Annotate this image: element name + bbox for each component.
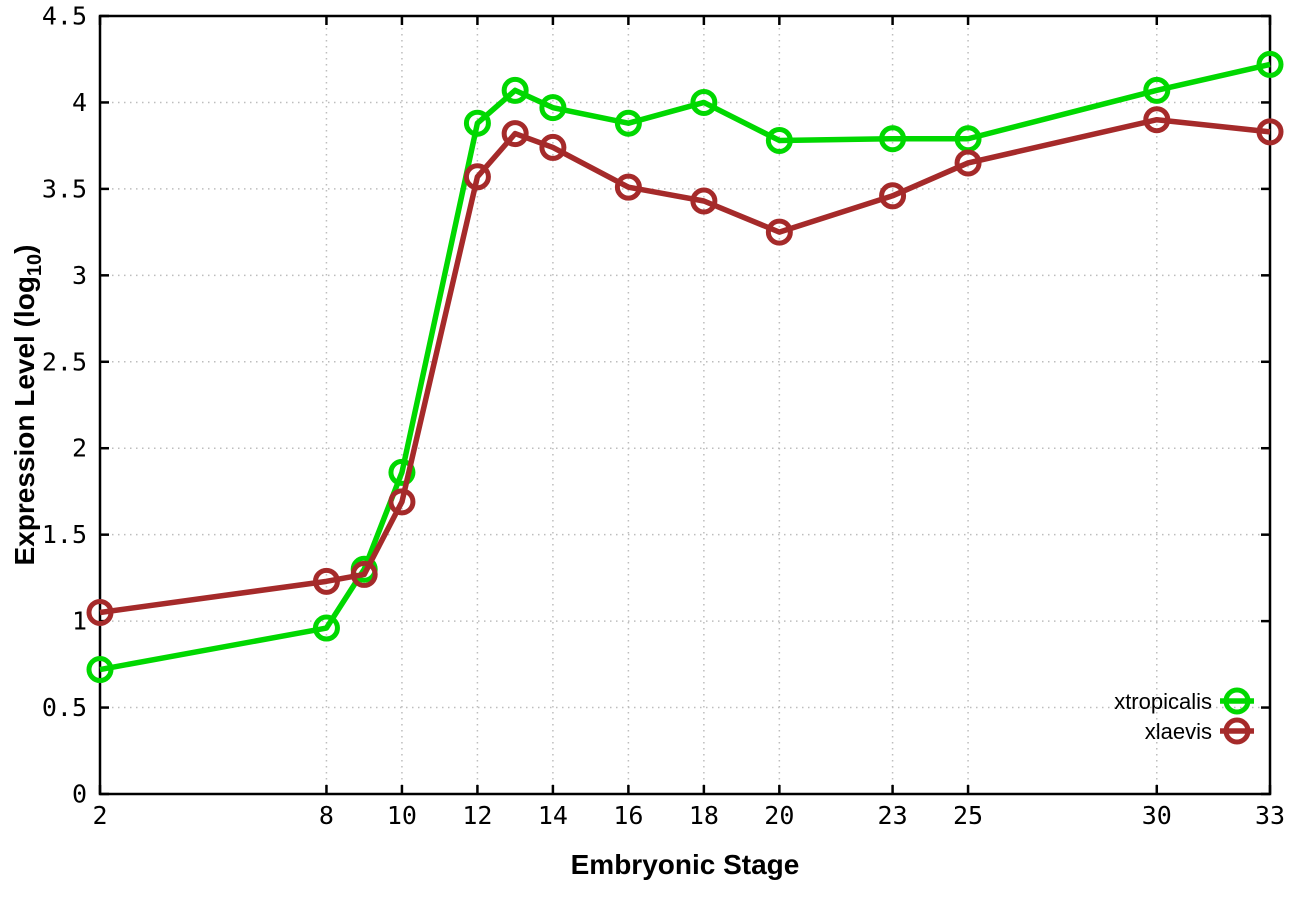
x-axis-title: Embryonic Stage	[571, 849, 800, 880]
x-tick-label: 12	[462, 801, 492, 830]
x-tick-label: 23	[878, 801, 908, 830]
data-point-xtropicalis	[1143, 76, 1171, 104]
y-tick-label: 1	[72, 607, 87, 636]
series-line-xlaevis	[99, 116, 1271, 616]
data-point-xlaevis	[614, 173, 642, 201]
x-tick-label: 18	[689, 801, 719, 830]
x-tick-label: 33	[1255, 801, 1285, 830]
data-point-xlaevis	[350, 560, 378, 588]
y-axis-title-close: )	[9, 245, 40, 254]
data-point-xlaevis	[954, 149, 982, 177]
x-tick-label: 20	[764, 801, 794, 830]
data-point-xlaevis	[1256, 118, 1284, 146]
data-point-xtropicalis	[501, 76, 529, 104]
data-point-xlaevis	[86, 598, 114, 626]
series-line-xtropicalis	[99, 61, 1271, 673]
data-point-xtropicalis	[463, 109, 491, 137]
y-tick-label: 4.5	[42, 2, 87, 31]
x-tick-label: 10	[387, 801, 417, 830]
data-point-xlaevis	[690, 187, 718, 215]
y-tick-label: 0.5	[42, 693, 87, 722]
legend-sample-marker-xlaevis	[1223, 717, 1251, 745]
data-point-xtropicalis	[312, 614, 340, 642]
data-point-xlaevis	[501, 120, 529, 148]
data-point-xlaevis	[539, 133, 567, 161]
y-tick-label: 3	[72, 261, 87, 290]
data-point-xtropicalis	[388, 458, 416, 486]
x-tick-label: 8	[319, 801, 334, 830]
y-tick-label: 2.5	[42, 347, 87, 376]
y-tick-label: 1.5	[42, 520, 87, 549]
data-point-xlaevis	[312, 567, 340, 595]
data-point-xlaevis	[463, 163, 491, 191]
x-tick-label: 14	[538, 801, 568, 830]
x-tick-label: 30	[1142, 801, 1172, 830]
data-point-xtropicalis	[539, 94, 567, 122]
y-axis-title-subscript: 10	[24, 254, 46, 276]
data-point-xtropicalis	[614, 109, 642, 137]
data-point-xtropicalis	[1256, 50, 1284, 78]
data-point-xtropicalis	[690, 88, 718, 116]
y-axis-title-main: Expression Level (log	[9, 276, 40, 565]
data-point-xlaevis	[388, 488, 416, 516]
data-point-xtropicalis	[86, 656, 114, 684]
legend-label-xtropicalis: xtropicalis	[1114, 689, 1212, 714]
x-tick-label: 16	[613, 801, 643, 830]
tick-marks-layer	[98, 14, 1272, 796]
y-axis-title: Expression Level (log10)	[9, 245, 46, 566]
data-point-xlaevis	[1143, 106, 1171, 134]
x-tick-label: 25	[953, 801, 983, 830]
plot-border-layer	[98, 14, 1272, 796]
data-point-xtropicalis	[765, 126, 793, 154]
series-layer	[86, 50, 1284, 684]
plot-border	[98, 14, 1272, 796]
legend-label-xlaevis: xlaevis	[1145, 719, 1212, 744]
legend-sample-marker-xtropicalis	[1223, 687, 1251, 715]
data-point-xtropicalis	[879, 125, 907, 153]
y-tick-label: 4	[72, 88, 87, 117]
tick-labels-layer: 2 8 10 12 14 16 18 20 23 25 30 33 0 0.5 1 1.5 2 2.5 3 3.5 4 4…	[42, 2, 1285, 831]
y-tick-label: 0	[72, 780, 87, 809]
x-tick-label: 2	[92, 801, 107, 830]
y-tick-label: 3.5	[42, 174, 87, 203]
data-point-xlaevis	[765, 218, 793, 246]
legend: xtropicalis xlaevis	[1114, 687, 1254, 745]
data-point-xlaevis	[879, 182, 907, 210]
y-tick-label: 2	[72, 434, 87, 463]
